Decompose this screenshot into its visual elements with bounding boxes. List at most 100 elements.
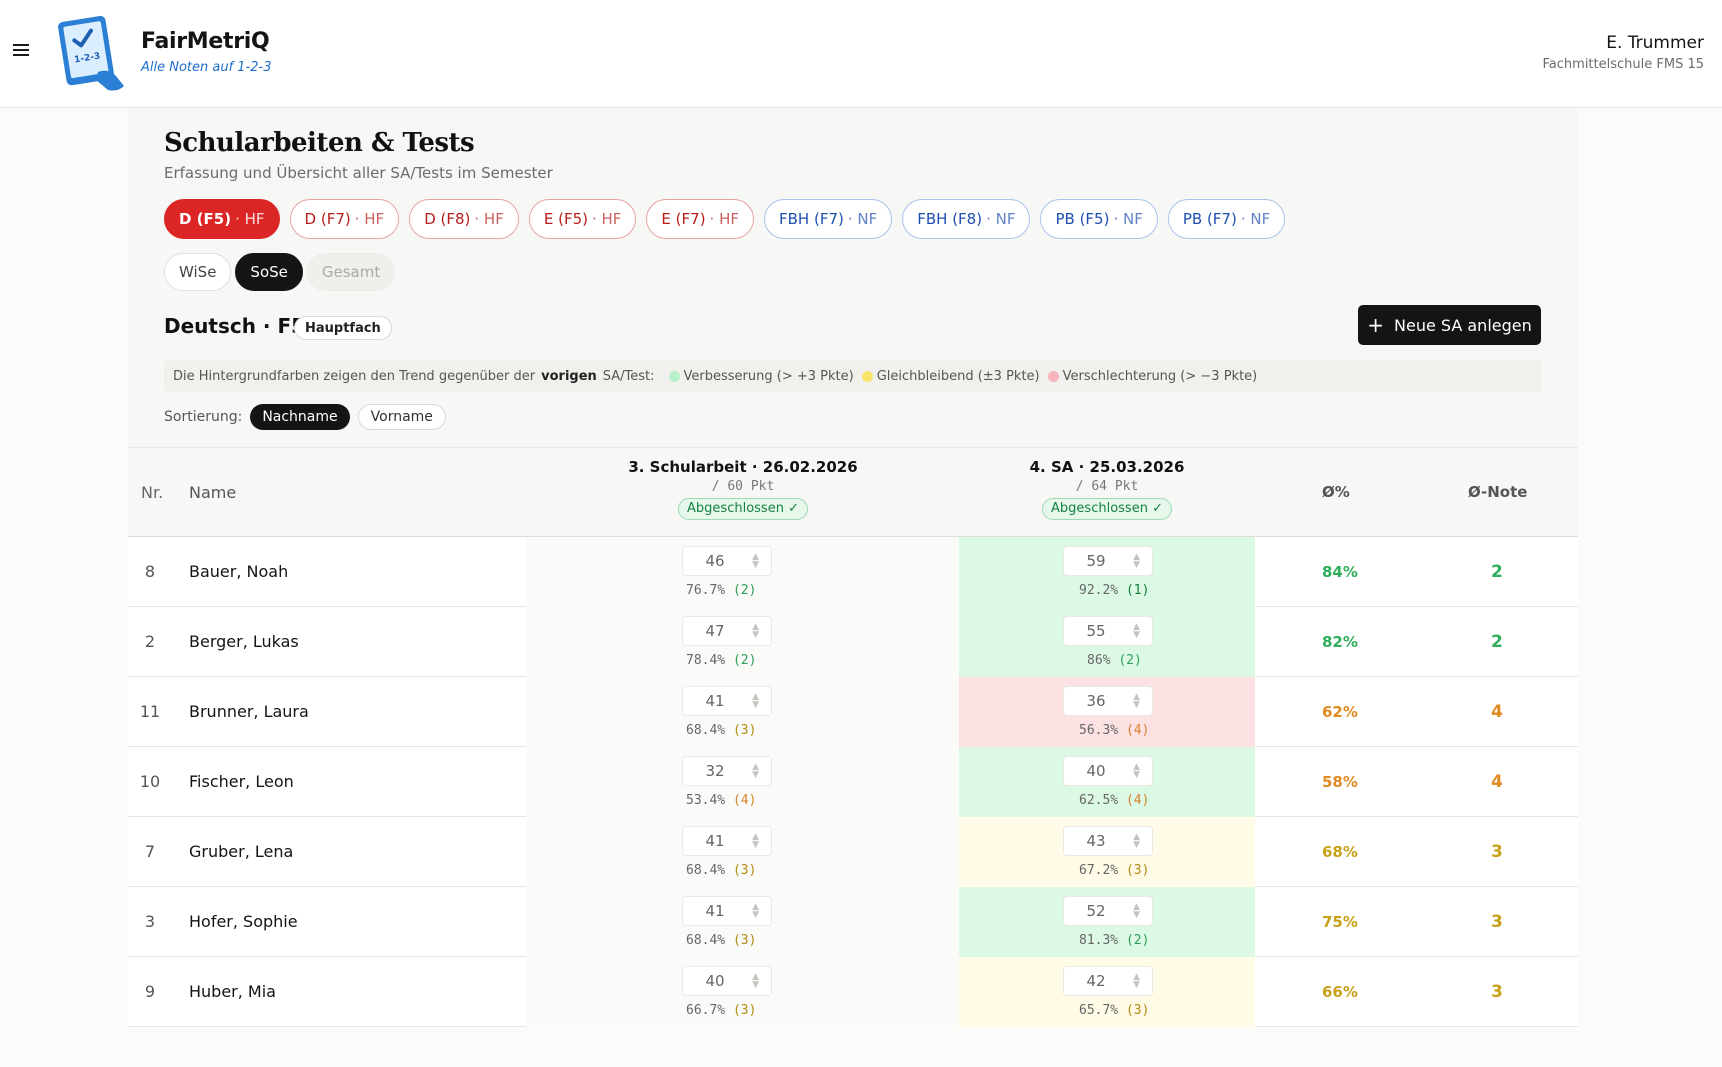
app-header: 1-2-3 FairMetriQ Alle Noten auf 1-2-3 E.… [0,0,1722,108]
subject-tab-label: E (F5) [543,210,588,228]
score-percent: 68.4% (3) [686,863,756,878]
user-name[interactable]: E. Trummer [1606,33,1704,53]
score-input[interactable]: 55 ▲ ▼ [1063,616,1153,646]
subject-tab[interactable]: E (F7) · HF [646,199,754,239]
legend-item-label: Verschlechterung (> −3 Pkte) [1062,368,1258,384]
exam1-title[interactable]: 3. Schularbeit · 26.02.2026 [628,458,858,476]
subject-tab[interactable]: E (F5) · HF [528,199,637,239]
stepper-icon[interactable]: ▲ ▼ [752,902,759,920]
table-row: 3 Hofer, Sophie 41 ▲ ▼ 68.4% (3) 52 ▲ ▼ 81.3% (2)… [128,887,1578,957]
subject-tab[interactable]: D (F7) · HF [289,199,400,239]
header-avg: Ø% [1322,483,1350,501]
score-input[interactable]: 46 ▲ ▼ [682,546,772,576]
sort-option[interactable]: Vorname [357,404,446,430]
avg-note: 3 [1491,842,1503,862]
score-cell: 36 ▲ ▼ 56.3% (4) [959,677,1255,747]
new-exam-button[interactable]: + Neue SA anlegen [1358,305,1541,345]
table-header: Nr. Name 3. Schularbeit · 26.02.2026 / 6… [128,447,1578,537]
logo-text: 1-2-3 [74,52,102,66]
subject-tab[interactable]: D (F5) · HF [164,199,280,239]
subject-tab[interactable]: FBH (F8) · NF [902,199,1031,239]
semester-tab[interactable]: SoSe [235,253,303,291]
student-name[interactable]: Berger, Lukas [189,632,299,651]
subject-tab[interactable]: FBH (F7) · NF [764,199,893,239]
stepper-icon[interactable]: ▲ ▼ [1133,762,1140,780]
stepper-icon[interactable]: ▲ ▼ [752,762,759,780]
course-badge: Hauptfach [294,316,392,340]
subject-tab-label: D (F8) [424,210,471,228]
score-value: 42 [1086,972,1106,990]
score-input[interactable]: 42 ▲ ▼ [1063,966,1153,996]
stepper-icon[interactable]: ▲ ▼ [1133,552,1140,570]
stepper-icon[interactable]: ▲ ▼ [752,832,759,850]
logo-tablet-icon: 1-2-3 [58,15,124,91]
subject-tab[interactable]: D (F8) · HF [409,199,519,239]
row-nr: 8 [144,562,156,581]
score-value: 52 [1086,902,1106,920]
score-input[interactable]: 41 ▲ ▼ [682,686,772,716]
percent-value: 68.4% [686,933,726,948]
score-value: 47 [705,622,725,640]
score-input[interactable]: 59 ▲ ▼ [1063,546,1153,576]
student-name[interactable]: Brunner, Laura [189,702,309,721]
score-value: 40 [1086,762,1106,780]
score-input[interactable]: 43 ▲ ▼ [1063,826,1153,856]
student-name[interactable]: Bauer, Noah [189,562,289,581]
header-name[interactable]: Name [189,483,237,502]
stepper-icon[interactable]: ▲ ▼ [752,972,759,990]
student-name[interactable]: Fischer, Leon [189,772,294,791]
percent-value: 78.4% [686,653,726,668]
brand-tagline: Alle Noten auf 1-2-3 [141,60,272,75]
score-percent: 68.4% (3) [686,933,756,948]
student-name[interactable]: Huber, Mia [189,982,276,1001]
avg-note: 2 [1491,632,1503,652]
row-nr: 9 [144,982,156,1001]
stepper-icon[interactable]: ▲ ▼ [752,622,759,640]
exam2-status-badge: Abgeschlossen ✓ [1042,498,1172,520]
score-input[interactable]: 41 ▲ ▼ [682,896,772,926]
legend-item-label: Verbesserung (> +3 Pkte) [683,368,854,384]
subject-tab-kind: · HF [709,210,739,228]
stepper-icon[interactable]: ▲ ▼ [1133,972,1140,990]
percent-value: 86% [1087,653,1111,668]
subject-tab[interactable]: PB (F7) · NF [1167,199,1286,239]
row-nr: 7 [144,842,156,861]
table-row: 8 Bauer, Noah 46 ▲ ▼ 76.7% (2) 59 ▲ ▼ 92.2% (1) 84… [128,537,1578,607]
stepper-icon[interactable]: ▲ ▼ [752,692,759,710]
score-input[interactable]: 36 ▲ ▼ [1063,686,1153,716]
score-input[interactable]: 41 ▲ ▼ [682,826,772,856]
student-name[interactable]: Gruber, Lena [189,842,294,861]
percent-value: 62.5% [1079,793,1119,808]
row-nr: 2 [144,632,156,651]
grade-value: (2) [732,583,757,598]
stepper-icon[interactable]: ▲ ▼ [1133,692,1140,710]
score-input[interactable]: 40 ▲ ▼ [1063,756,1153,786]
stepper-icon[interactable]: ▲ ▼ [1133,902,1140,920]
score-value: 32 [705,762,725,780]
percent-value: 68.4% [686,723,726,738]
percent-value: 92.2% [1079,583,1119,598]
menu-icon[interactable] [11,40,31,60]
percent-value: 53.4% [686,793,726,808]
stepper-icon[interactable]: ▲ ▼ [1133,622,1140,640]
user-school: Fachmittelschule FMS 15 [1542,57,1704,72]
score-input[interactable]: 47 ▲ ▼ [682,616,772,646]
score-value: 40 [705,972,725,990]
page-title: Schularbeiten & Tests [164,128,475,158]
legend-bold: vorigen [541,368,597,384]
semester-tab[interactable]: Gesamt [306,253,396,291]
header-nr: Nr. [141,483,164,502]
percent-value: 68.4% [686,863,726,878]
stepper-icon[interactable]: ▲ ▼ [1133,832,1140,850]
subject-tab-label: E (F7) [661,210,706,228]
semester-tab[interactable]: WiSe [164,253,232,291]
score-input[interactable]: 52 ▲ ▼ [1063,896,1153,926]
subject-tab[interactable]: PB (F5) · NF [1040,199,1158,239]
exam2-title[interactable]: 4. SA · 25.03.2026 [1029,458,1185,476]
score-input[interactable]: 32 ▲ ▼ [682,756,772,786]
sort-option[interactable]: Nachname [250,404,350,430]
student-name[interactable]: Hofer, Sophie [189,912,298,931]
score-input[interactable]: 40 ▲ ▼ [682,966,772,996]
stepper-icon[interactable]: ▲ ▼ [752,552,759,570]
subject-tab-label: D (F7) [304,210,351,228]
